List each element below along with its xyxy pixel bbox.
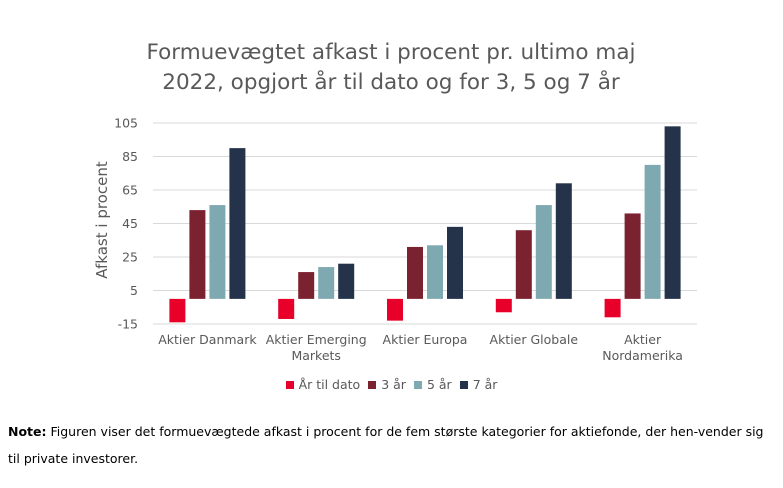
- legend-label: År til dato: [298, 377, 361, 392]
- y-tick-label: 25: [122, 250, 138, 265]
- bar: [338, 263, 355, 299]
- bar: [407, 246, 423, 299]
- x-tick-label: Markets: [291, 348, 340, 363]
- bar: [298, 272, 315, 299]
- x-tick-label: Aktier Danmark: [158, 332, 257, 347]
- y-tick-label: 45: [122, 216, 138, 231]
- bar: [495, 298, 512, 313]
- legend-label: 7 år: [472, 377, 498, 392]
- x-tick-label: Nordamerika: [602, 348, 683, 363]
- legend-item: 3 år: [368, 377, 406, 392]
- x-tick-label: Aktier Europa: [383, 332, 468, 347]
- bar: [624, 213, 641, 299]
- bar: [664, 126, 681, 299]
- bar: [515, 230, 532, 299]
- legend-item: 5 år: [413, 377, 452, 392]
- legend-label: 5 år: [426, 377, 452, 392]
- legend-swatch: [413, 381, 422, 389]
- chart-legend: År til dato 3 år 5 år 7 år: [0, 377, 783, 392]
- y-axis-ticks: -15 5 25 45 65 85 105: [114, 116, 138, 332]
- legend-label: 3 år: [381, 377, 406, 392]
- bar: [447, 226, 463, 299]
- bar: [555, 183, 572, 299]
- y-tick-label: -15: [118, 317, 138, 332]
- y-tick-label: 65: [122, 183, 138, 198]
- chart-title-line-2: 2022, opgjort år til dato og for 3, 5 og…: [162, 70, 620, 95]
- y-tick-label: 85: [122, 149, 138, 164]
- bar: [644, 164, 661, 299]
- bar: [169, 298, 186, 323]
- legend-swatch: [285, 381, 294, 389]
- legend-swatch: [459, 381, 468, 389]
- note-label: Note:: [8, 424, 47, 439]
- y-tick-label: 5: [130, 283, 138, 298]
- bar: [604, 298, 621, 318]
- bars: [169, 126, 681, 323]
- bar: [535, 205, 552, 299]
- chart-title: Formuevægtet afkast i procent pr. ultimo…: [60, 38, 722, 98]
- figure-note: Note: Figuren viser det formuevægtede af…: [8, 418, 768, 472]
- x-tick-label: Aktier Globale: [490, 332, 579, 347]
- bar: [318, 267, 335, 299]
- bar: [229, 148, 246, 299]
- legend-item: 7 år: [459, 377, 498, 392]
- legend-item: År til dato: [285, 377, 361, 392]
- bar: [209, 205, 226, 299]
- bar-chart: -15 5 25 45 65 85 105 Aktier Danmark Aktier Eme…: [93, 116, 697, 363]
- bar: [427, 245, 443, 299]
- chart-title-line-1: Formuevægtet afkast i procent pr. ultimo…: [146, 40, 636, 65]
- x-tick-label: Aktier Emerging: [266, 332, 367, 347]
- x-tick-label: Aktier: [624, 332, 662, 347]
- y-tick-label: 105: [114, 116, 138, 131]
- y-axis-label: Afkast i procent: [93, 161, 111, 279]
- bar: [189, 210, 206, 299]
- legend-swatch: [368, 381, 377, 389]
- bar: [387, 298, 403, 321]
- note-text: Figuren viser det formuevægtede afkast i…: [8, 424, 764, 466]
- bar: [278, 298, 295, 319]
